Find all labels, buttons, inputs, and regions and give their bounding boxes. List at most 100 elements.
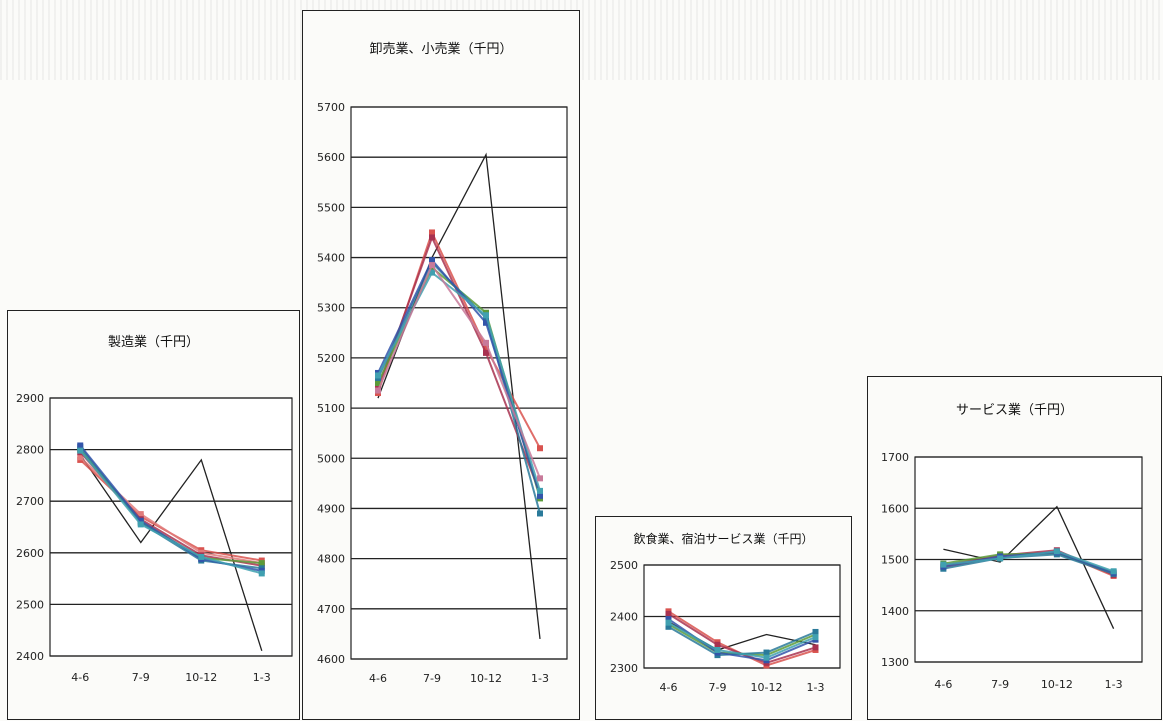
data-point [429,257,435,264]
series-line [943,550,1114,573]
data-point [483,344,489,351]
plot-area [350,106,568,660]
x-tick-label: 10-12 [1041,678,1073,691]
data-point [77,454,84,461]
y-tick-label: 2900 [16,392,44,405]
y-tick-label: 2500 [16,598,44,611]
data-point [812,628,819,635]
chart-wholesale-retail: 卸売業、小売業（千円） 4600 4700 4800 4900 5000 5100 5200… [302,10,580,720]
chart-title: サービス業（千円） [955,403,1073,418]
data-point [429,269,435,276]
x-tick-label: 4-6 [934,678,952,691]
scan-header-noise [0,0,1163,80]
data-point [375,372,381,379]
chart-title: 飲食業、宿泊サービス業（千円） [633,532,814,546]
series-line [943,505,1115,629]
data-point [198,553,205,560]
x-tick-label: 7-9 [423,672,441,685]
chart-svg: 2300 2400 2500 4-6 7-9 10-12 1-3 [610,559,841,694]
data-point [812,644,819,651]
y-tick-label: 1300 [881,656,909,669]
data-point [137,511,144,518]
y-tick-label: 5000 [317,452,345,465]
data-point [429,229,435,236]
chart-services: サービス業（千円） 1300 1400 1500 1600 1700 4-6 7-9 10-1… [867,376,1162,720]
chart-svg: 2400 2500 2600 2700 2800 2900 4-6 7-9 10-12 1-3 [16,392,293,684]
data-point [483,339,489,346]
chart-title: 卸売業、小売業（千円） [369,42,513,57]
data-point [1110,568,1117,575]
data-point [483,319,489,326]
x-tick-label: 10-12 [751,681,783,694]
data-point [940,561,947,568]
y-tick-label: 4800 [317,553,345,566]
data-point [763,654,770,661]
chart-svg: 1300 1400 1500 1600 1700 4-6 7-9 10-12 1-3 [881,451,1143,691]
data-point [537,487,543,494]
series-line [377,263,541,479]
series-line [943,553,1114,575]
data-point [77,447,84,454]
y-tick-label: 2500 [610,559,638,572]
data-point [375,387,381,394]
data-point [375,380,381,386]
x-tick-label: 4-6 [660,681,678,694]
x-tick-label: 1-3 [807,681,825,694]
data-point [665,619,672,626]
y-tick-label: 4700 [317,603,345,616]
x-tick-label: 4-6 [369,672,387,685]
data-point [483,349,489,356]
series-line [377,271,541,492]
x-tick-label: 7-9 [709,681,727,694]
y-tick-label: 4600 [317,653,345,666]
y-tick-label: 1700 [881,451,909,464]
x-tick-label: 1-3 [253,671,271,684]
x-tick-label: 1-3 [1105,678,1123,691]
chart-svg: 4600 4700 4800 4900 5000 5100 5200 5300 5400 5500… [317,101,568,685]
chart-title: 製造業（千円） [107,335,199,350]
y-tick-label: 4900 [317,502,345,515]
data-point [763,649,770,656]
data-point [537,492,543,499]
data-point [429,262,435,269]
data-point [537,445,543,452]
data-point [812,634,819,641]
data-point [429,234,435,241]
data-point [1053,548,1060,555]
y-tick-label: 5600 [317,151,345,164]
data-point [997,555,1004,562]
x-tick-label: 10-12 [470,672,502,685]
data-point [77,442,84,449]
data-point [714,646,721,653]
data-point [258,560,265,567]
y-tick-label: 5100 [317,402,345,415]
data-point [483,312,489,319]
y-tick-label: 2400 [16,650,44,663]
data-point [665,610,672,617]
data-point [537,475,543,482]
y-tick-label: 2800 [16,444,44,457]
x-tick-label: 1-3 [531,672,549,685]
y-tick-label: 5500 [317,201,345,214]
chart-manufacturing: 製造業（千円） 2400 2500 2600 2700 2800 2900 4-6 7-9 10… [7,310,300,720]
y-tick-label: 5300 [317,302,345,315]
data-point [258,570,265,577]
y-tick-label: 1600 [881,502,909,515]
y-tick-label: 1400 [881,605,909,618]
y-tick-label: 1500 [881,554,909,567]
y-tick-label: 2700 [16,495,44,508]
y-tick-label: 5200 [317,352,345,365]
data-point [537,510,543,517]
y-tick-label: 5700 [317,101,345,114]
data-point [665,623,672,630]
data-point [714,641,721,648]
chart-food-lodging: 飲食業、宿泊サービス業（千円） 2300 2400 2500 4-6 7-9 10-12 1… [595,516,852,720]
series-line [668,621,816,659]
y-tick-label: 5400 [317,252,345,265]
y-tick-label: 2600 [16,547,44,560]
x-tick-label: 10-12 [185,671,217,684]
y-tick-label: 2400 [610,611,638,624]
data-point [665,616,672,623]
series-line [79,449,263,575]
plot-area [49,397,293,657]
